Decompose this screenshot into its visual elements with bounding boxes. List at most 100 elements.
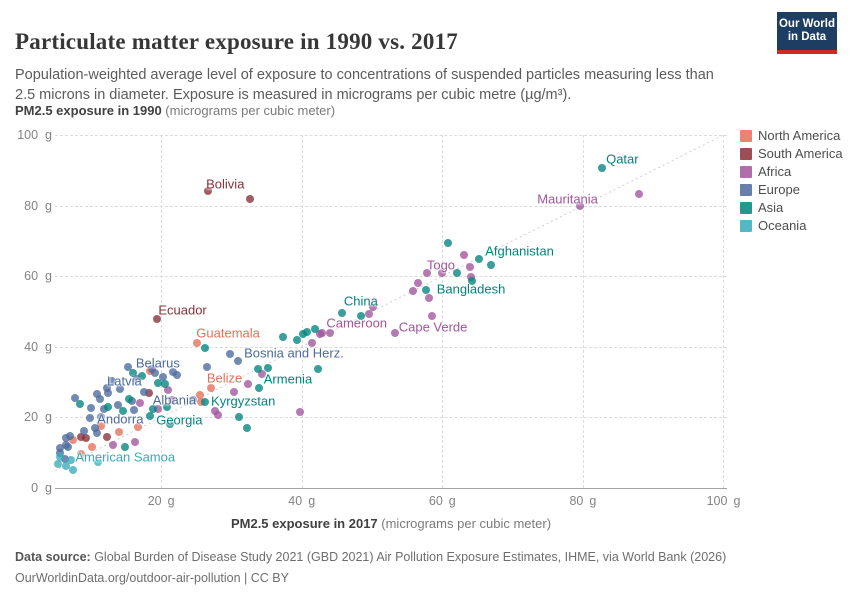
data-point[interactable]: [254, 365, 263, 374]
data-point[interactable]: [292, 336, 301, 345]
data-point[interactable]: [114, 427, 123, 436]
data-point[interactable]: [138, 372, 147, 381]
data-point[interactable]: [95, 395, 104, 404]
legend-item[interactable]: North America: [740, 128, 843, 143]
data-point[interactable]: [55, 452, 64, 461]
data-point[interactable]: [128, 397, 137, 406]
data-point[interactable]: [91, 423, 100, 432]
data-point[interactable]: [242, 423, 251, 432]
data-point[interactable]: [576, 201, 585, 210]
data-point[interactable]: [325, 329, 334, 338]
data-point[interactable]: [130, 405, 139, 414]
data-point[interactable]: [337, 308, 346, 317]
data-point[interactable]: [154, 379, 163, 388]
data-point[interactable]: [86, 403, 95, 412]
data-point[interactable]: [107, 377, 116, 386]
data-point[interactable]: [104, 389, 113, 398]
legend-item[interactable]: Asia: [740, 200, 843, 215]
data-point[interactable]: [159, 373, 168, 382]
data-point[interactable]: [474, 255, 483, 264]
data-point[interactable]: [70, 393, 79, 402]
data-point[interactable]: [109, 440, 118, 449]
data-point[interactable]: [96, 413, 105, 422]
data-point[interactable]: [422, 285, 431, 294]
legend-item[interactable]: Oceania: [740, 218, 843, 233]
data-point[interactable]: [93, 457, 102, 466]
data-point[interactable]: [173, 371, 182, 380]
data-point[interactable]: [121, 443, 130, 452]
license-line[interactable]: OurWorldinData.org/outdoor-air-pollution…: [15, 571, 289, 585]
data-point[interactable]: [467, 272, 476, 281]
data-point[interactable]: [87, 443, 96, 452]
data-point[interactable]: [207, 384, 216, 393]
data-point[interactable]: [192, 338, 201, 347]
data-point[interactable]: [391, 329, 400, 338]
data-point[interactable]: [278, 332, 287, 341]
data-point[interactable]: [136, 399, 145, 408]
data-point[interactable]: [61, 440, 70, 449]
data-point[interactable]: [103, 433, 112, 442]
data-point[interactable]: [145, 411, 154, 420]
data-point[interactable]: [140, 387, 149, 396]
data-point[interactable]: [453, 269, 462, 278]
data-point[interactable]: [369, 302, 378, 311]
data-point[interactable]: [60, 455, 69, 464]
data-point[interactable]: [164, 385, 173, 394]
data-point[interactable]: [77, 433, 85, 442]
data-point[interactable]: [263, 363, 272, 372]
data-point[interactable]: [295, 408, 304, 417]
data-point[interactable]: [119, 407, 128, 416]
data-point[interactable]: [133, 374, 142, 383]
data-point[interactable]: [188, 396, 197, 405]
data-point[interactable]: [81, 433, 90, 442]
data-point[interactable]: [257, 369, 266, 378]
data-point[interactable]: [195, 391, 204, 400]
owid-logo[interactable]: Our World in Data: [777, 12, 837, 54]
data-point[interactable]: [93, 428, 102, 437]
data-point[interactable]: [307, 338, 316, 347]
data-point[interactable]: [428, 312, 437, 321]
data-point[interactable]: [214, 410, 223, 419]
data-point[interactable]: [486, 260, 495, 269]
data-point[interactable]: [200, 397, 209, 406]
data-point[interactable]: [467, 277, 476, 286]
data-point[interactable]: [67, 455, 76, 464]
data-point[interactable]: [365, 309, 374, 318]
data-point[interactable]: [103, 403, 112, 412]
data-point[interactable]: [69, 465, 78, 474]
data-point[interactable]: [246, 194, 255, 203]
data-point[interactable]: [408, 287, 417, 296]
data-point[interactable]: [313, 365, 322, 374]
data-point[interactable]: [422, 269, 431, 278]
data-point[interactable]: [114, 401, 123, 410]
data-point[interactable]: [150, 368, 159, 377]
data-point[interactable]: [62, 462, 71, 471]
data-point[interactable]: [103, 384, 112, 393]
data-point[interactable]: [316, 330, 324, 339]
data-point[interactable]: [443, 239, 452, 248]
data-point[interactable]: [200, 343, 209, 352]
data-point[interactable]: [635, 189, 644, 198]
data-point[interactable]: [311, 325, 320, 334]
data-point[interactable]: [254, 384, 263, 393]
data-point[interactable]: [413, 278, 422, 287]
data-point[interactable]: [129, 368, 138, 377]
data-point[interactable]: [226, 349, 235, 358]
data-point[interactable]: [77, 450, 85, 459]
legend-item[interactable]: Europe: [740, 182, 843, 197]
data-point[interactable]: [235, 413, 244, 422]
data-point[interactable]: [299, 330, 308, 339]
data-point[interactable]: [204, 187, 213, 196]
data-point[interactable]: [149, 404, 158, 413]
data-point[interactable]: [133, 422, 142, 431]
legend-item[interactable]: Africa: [740, 164, 843, 179]
data-point[interactable]: [86, 414, 95, 423]
data-point[interactable]: [357, 312, 366, 321]
data-point[interactable]: [438, 269, 447, 278]
data-point[interactable]: [460, 251, 469, 260]
data-point[interactable]: [93, 390, 102, 399]
data-point[interactable]: [69, 435, 78, 444]
legend-item[interactable]: South America: [740, 146, 843, 161]
data-point[interactable]: [55, 444, 64, 453]
data-point[interactable]: [233, 356, 242, 365]
